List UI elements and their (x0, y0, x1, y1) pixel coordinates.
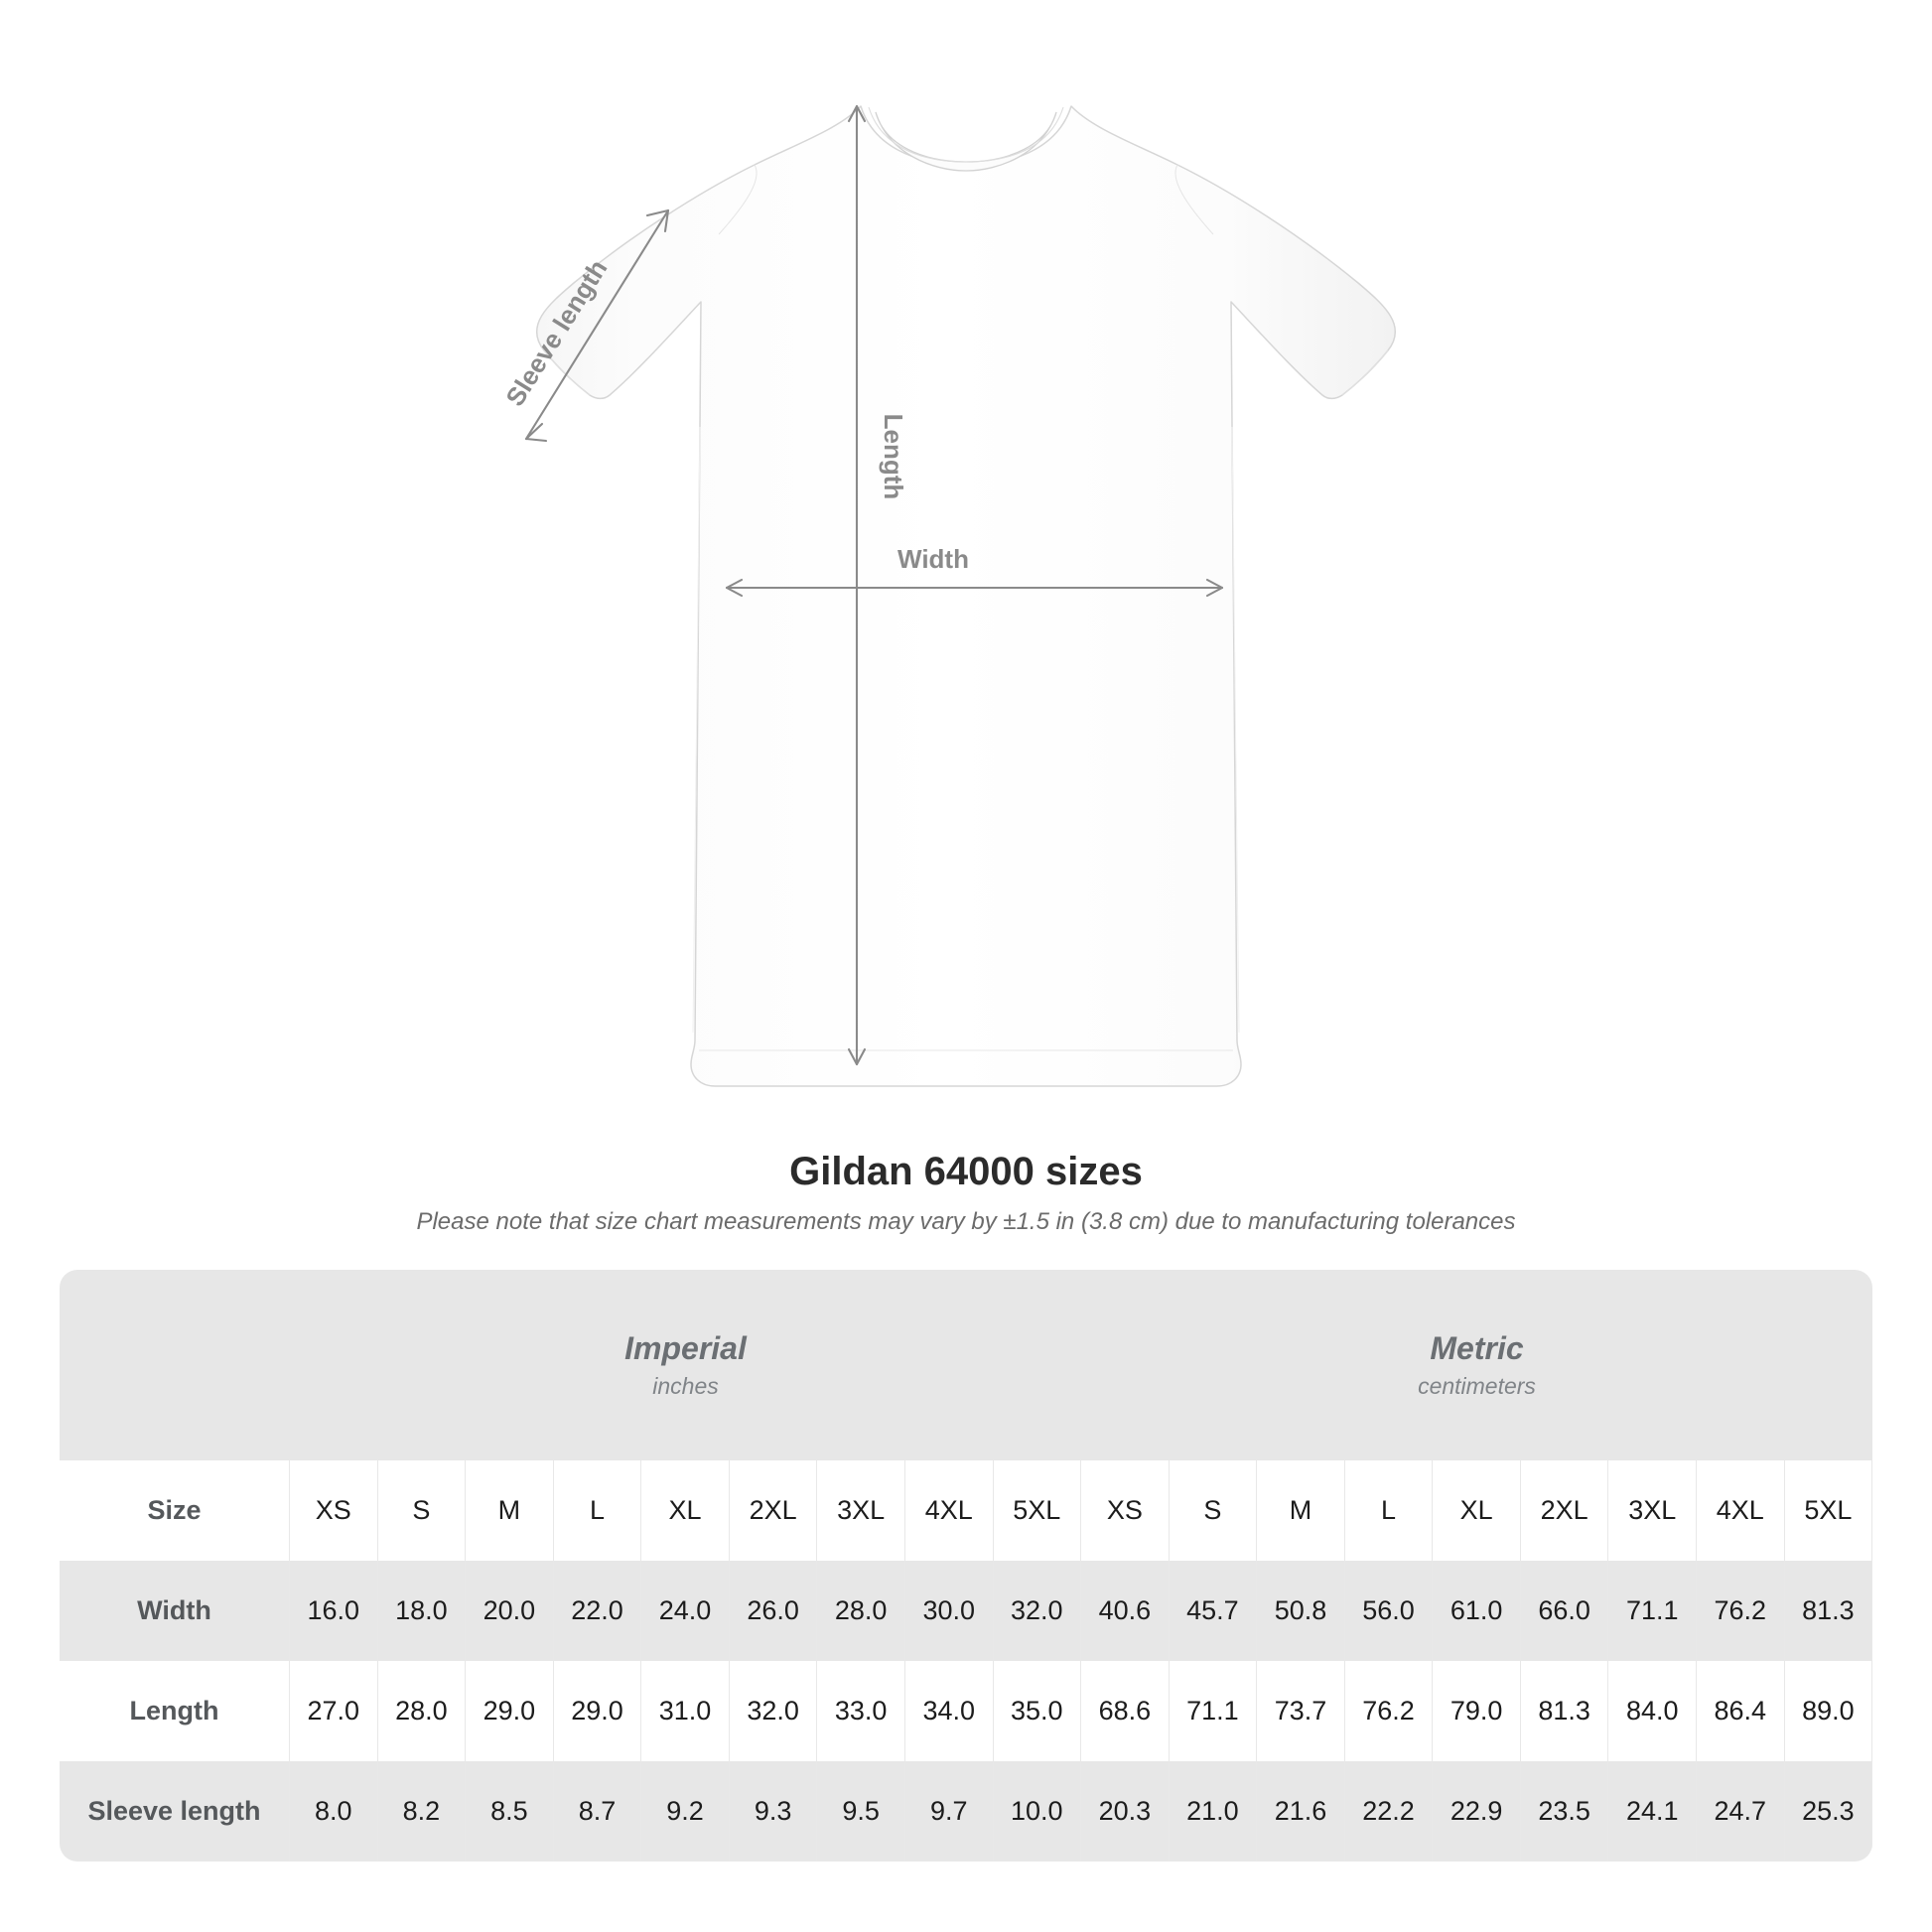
svg-text:Width: Width (897, 544, 969, 574)
svg-text:Length: Length (879, 414, 908, 500)
